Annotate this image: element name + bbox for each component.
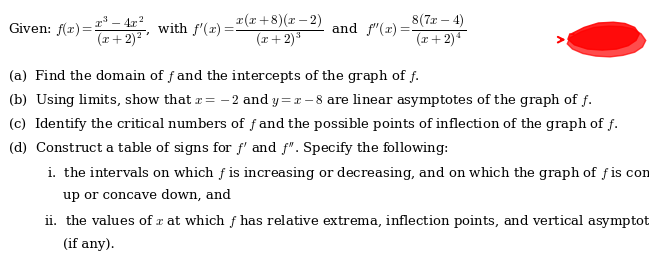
Text: (c)  Identify the critical numbers of $f$ and the possible points of inflection : (c) Identify the critical numbers of $f$… — [8, 116, 618, 133]
Text: (b)  Using limits, show that $x = -2$ and $y = x - 8$ are linear asymptotes of t: (b) Using limits, show that $x = -2$ and… — [8, 92, 592, 109]
Text: up or concave down, and: up or concave down, and — [63, 189, 231, 202]
Polygon shape — [567, 26, 646, 57]
Text: (d)  Construct a table of signs for $f'$ and $f''$. Specify the following:: (d) Construct a table of signs for $f'$ … — [8, 141, 449, 158]
Text: Given: $f(x) = \dfrac{x^3 - 4x^2}{(x+2)^2}$,  with $f'(x) = \dfrac{x(x+8)(x-2)}{: Given: $f(x) = \dfrac{x^3 - 4x^2}{(x+2)^… — [8, 12, 466, 49]
Text: i.  the intervals on which $f$ is increasing or decreasing, and on which the gra: i. the intervals on which $f$ is increas… — [47, 165, 649, 182]
Text: (a)  Find the domain of $f$ and the intercepts of the graph of $f$.: (a) Find the domain of $f$ and the inter… — [8, 68, 419, 85]
Text: ii.  the values of $x$ at which $f$ has relative extrema, inflection points, and: ii. the values of $x$ at which $f$ has r… — [44, 213, 649, 230]
Polygon shape — [568, 22, 639, 50]
Text: (if any).: (if any). — [63, 238, 115, 251]
